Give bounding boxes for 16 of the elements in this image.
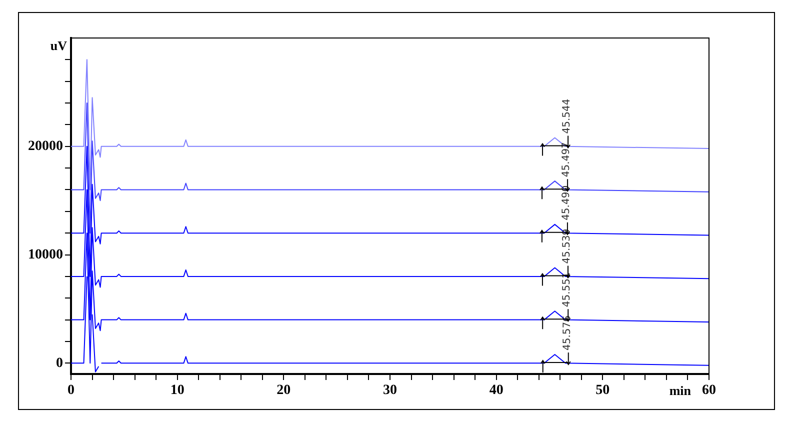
x-tick-label: 20 [276,383,291,398]
x-tick-label: 60 [702,383,716,398]
annotation: 45.551 [562,272,573,308]
y-tick-label: 10000 [28,247,63,262]
x-tick-label: 50 [596,383,610,398]
x-tick-label: 30 [383,383,397,398]
y-axis-title: uV [50,38,68,53]
x-tick-label: 0 [68,383,74,398]
annotation: 45.576 [562,315,573,350]
annotation: 45.544 [562,98,573,134]
x-axis-title: min [669,382,692,398]
y-tick-label: 20000 [28,138,63,154]
x-tick-label: 40 [489,383,504,398]
x-tick-label: 10 [170,383,184,398]
y-tick-label: 0 [56,356,63,371]
annotation: 45.497 [561,142,572,178]
